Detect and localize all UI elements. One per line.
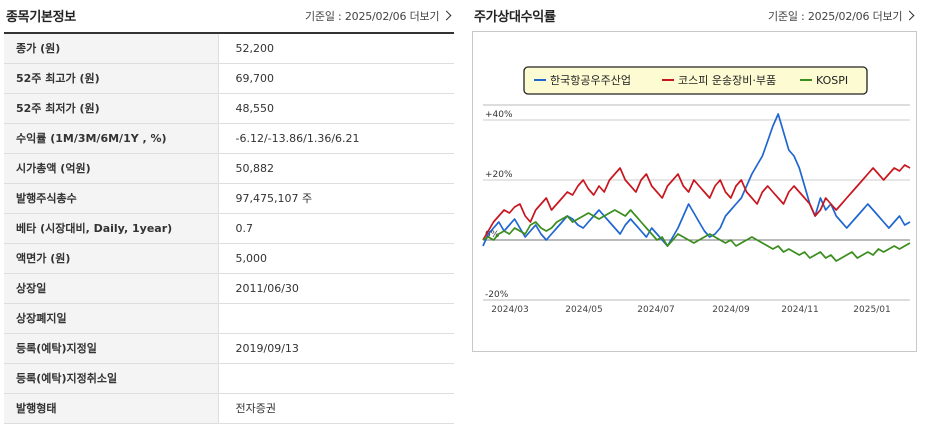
- info-row: 발행형태 전자증권: [4, 393, 454, 424]
- info-value: 2011/06/30: [218, 273, 454, 304]
- info-value: 2019/09/13: [218, 333, 454, 364]
- info-label: 액면가 (원): [4, 243, 219, 274]
- info-label: 52주 최고가 (원): [4, 63, 219, 94]
- x-tick-label: 2024/11: [781, 305, 818, 315]
- info-label: 등록(예탁)지정일: [4, 333, 219, 364]
- info-label: 종가 (원): [4, 33, 219, 64]
- info-value: 0.7: [218, 213, 454, 244]
- series-line-2: [482, 209, 911, 262]
- y-tick-label: -20%: [485, 290, 509, 300]
- info-row: 등록(예탁)지정취소일: [4, 363, 454, 394]
- info-row: 시가총액 (억원) 50,882: [4, 153, 454, 184]
- y-tick-label: +40%: [485, 110, 513, 120]
- relative-return-date: 기준일 : 2025/02/06 더보기: [768, 8, 915, 24]
- chevron-right-icon: [441, 10, 452, 21]
- info-label: 시가총액 (억원): [4, 153, 219, 184]
- info-row: 52주 최저가 (원) 48,550: [4, 93, 454, 124]
- info-value: 전자증권: [218, 393, 454, 424]
- basic-info-date-label: 기준일 : 2025/02/06: [305, 10, 407, 23]
- info-label: 발행주식총수: [4, 183, 219, 214]
- relative-return-chart: +40% +20% 0% -20% 2024/03 2024/05 2024/07 2024/…: [472, 31, 917, 352]
- series-line-1: [482, 164, 911, 241]
- basic-info-date: 기준일 : 2025/02/06 더보기: [305, 8, 452, 24]
- info-label: 발행형태: [4, 393, 219, 424]
- info-label: 수익률 (1M/3M/6M/1Y , %): [4, 123, 219, 154]
- chevron-right-icon: [904, 10, 915, 21]
- relative-return-more-link[interactable]: 더보기: [873, 10, 915, 23]
- x-tick-label: 2024/05: [565, 305, 602, 315]
- info-row: 베타 (시장대비, Daily, 1year) 0.7: [4, 213, 454, 244]
- relative-return-date-label: 기준일 : 2025/02/06: [768, 10, 870, 23]
- legend-box: [523, 66, 868, 95]
- x-tick-label: 2024/07: [637, 305, 674, 315]
- chart-legend: 한국항공우주산업 코스피 운송장비·부품 KOSPI: [523, 66, 868, 95]
- info-value: 69,700: [218, 63, 454, 94]
- basic-info-more-link[interactable]: 더보기: [410, 10, 452, 23]
- chart-svg: +40% +20% 0% -20% 2024/03 2024/05 2024/07 2024/…: [482, 66, 911, 315]
- info-label: 등록(예탁)지정취소일: [4, 363, 219, 394]
- x-tick-label: 2025/01: [853, 305, 890, 315]
- y-tick-label: +20%: [485, 170, 513, 180]
- basic-info-table: 종가 (원) 52,200 52주 최고가 (원) 69,700 52주 최저가 (원)…: [4, 32, 454, 424]
- info-row: 상장일 2011/06/30: [4, 273, 454, 304]
- y-tick-label: 0%: [485, 230, 500, 240]
- info-value: 52,200: [218, 33, 454, 64]
- info-value: 5,000: [218, 243, 454, 274]
- legend-label: 한국항공우주산업: [550, 74, 631, 87]
- info-row: 상장폐지일: [4, 303, 454, 334]
- info-label: 52주 최저가 (원): [4, 93, 219, 124]
- info-value: 50,882: [218, 153, 454, 184]
- info-row: 종가 (원) 52,200: [4, 33, 454, 64]
- info-row: 등록(예탁)지정일 2019/09/13: [4, 333, 454, 364]
- info-row: 액면가 (원) 5,000: [4, 243, 454, 274]
- x-tick-label: 2024/03: [491, 305, 528, 315]
- info-row: 수익률 (1M/3M/6M/1Y , %) -6.12/-13.86/1.36/6…: [4, 123, 454, 154]
- info-label: 베타 (시장대비, Daily, 1year): [4, 213, 219, 244]
- info-value: 48,550: [218, 93, 454, 124]
- relative-return-title: 주가상대수익률: [474, 10, 556, 25]
- info-row: 52주 최고가 (원) 69,700: [4, 63, 454, 94]
- info-value: -6.12/-13.86/1.36/6.21: [218, 123, 454, 154]
- info-value: [218, 303, 454, 334]
- legend-label: KOSPI: [816, 74, 848, 87]
- legend-label: 코스피 운송장비·부품: [678, 74, 776, 87]
- basic-info-title: 종목기본정보: [6, 10, 76, 25]
- info-label: 상장폐지일: [4, 303, 219, 334]
- info-value: 97,475,107 주: [218, 183, 454, 214]
- x-tick-label: 2024/09: [712, 305, 750, 315]
- info-label: 상장일: [4, 273, 219, 304]
- info-row: 발행주식총수 97,475,107 주: [4, 183, 454, 214]
- info-value: [218, 363, 454, 394]
- series-line-0: [482, 113, 911, 247]
